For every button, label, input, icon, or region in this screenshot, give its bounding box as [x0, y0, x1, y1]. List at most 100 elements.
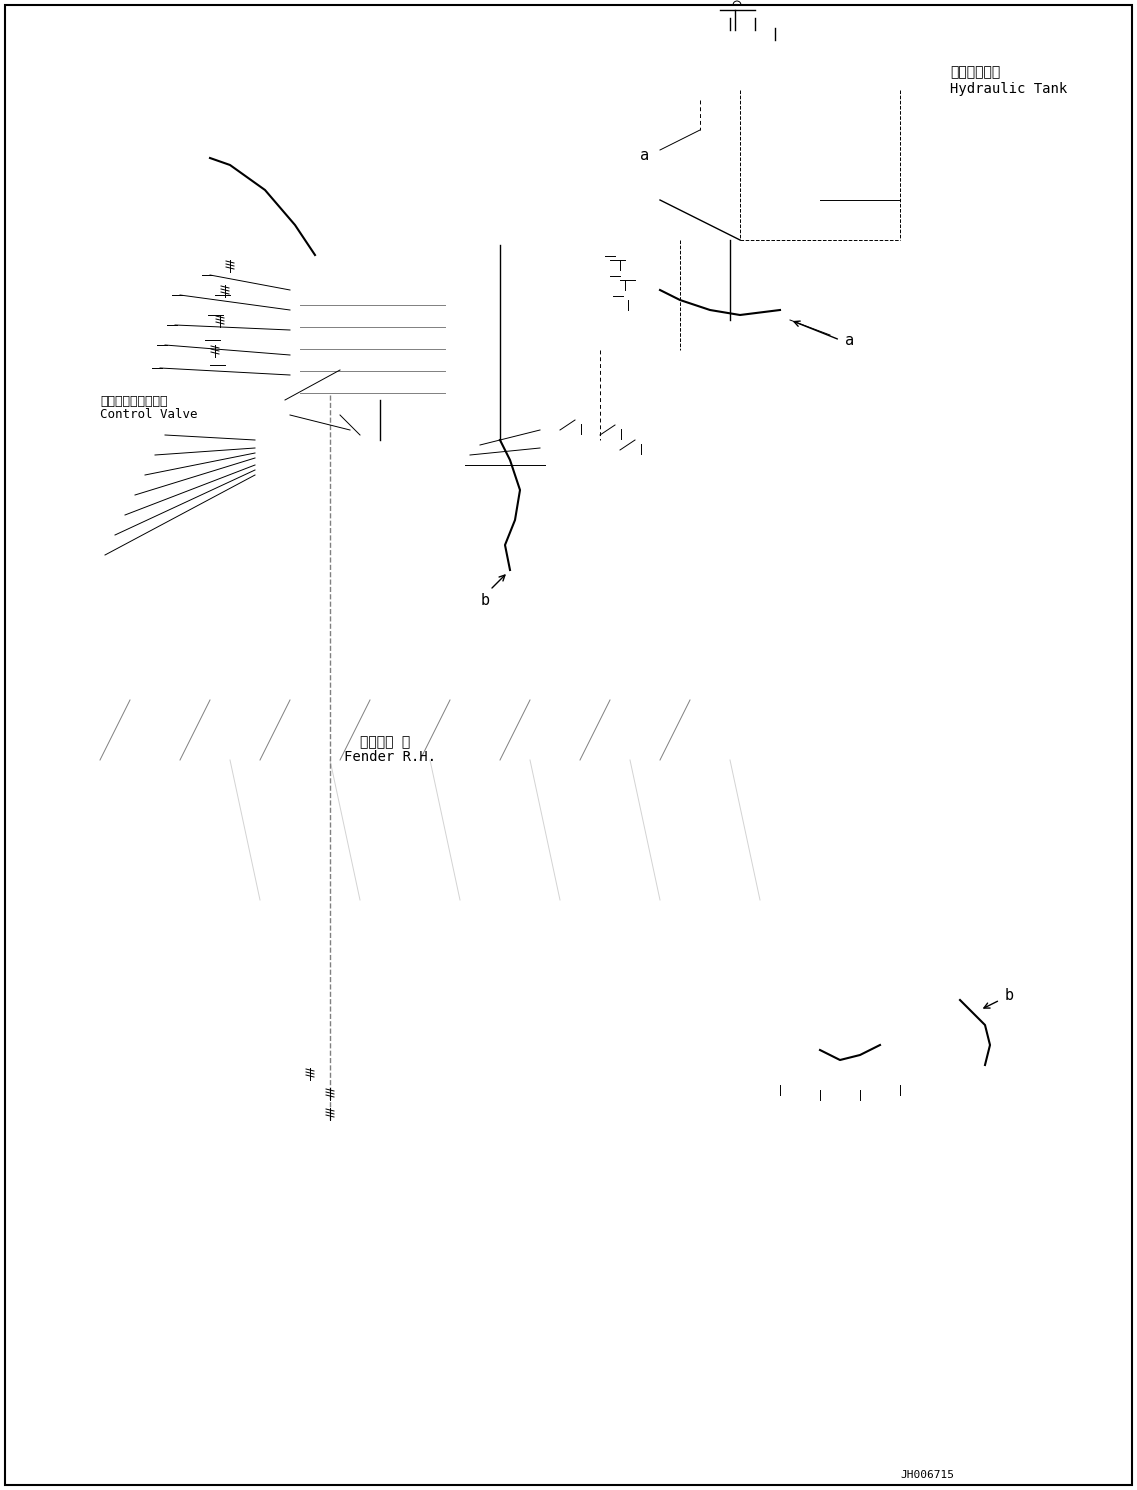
- Bar: [623, 292, 633, 299]
- Circle shape: [346, 282, 354, 289]
- Circle shape: [395, 444, 406, 456]
- Text: フェンダ 右: フェンダ 右: [360, 735, 410, 749]
- Circle shape: [930, 1074, 940, 1085]
- Text: Fender R.H.: Fender R.H.: [343, 749, 437, 764]
- Bar: [615, 422, 626, 429]
- Bar: [770, 28, 780, 31]
- Bar: [121, 492, 130, 498]
- Bar: [150, 432, 160, 438]
- Circle shape: [312, 282, 319, 289]
- Bar: [634, 437, 647, 444]
- Polygon shape: [63, 980, 108, 1000]
- Text: Hydraulic Tank: Hydraulic Tank: [951, 82, 1068, 95]
- Bar: [196, 148, 210, 162]
- Bar: [324, 1080, 337, 1088]
- Circle shape: [304, 444, 316, 456]
- Circle shape: [356, 431, 364, 440]
- Bar: [100, 532, 110, 538]
- Bar: [725, 18, 735, 22]
- Circle shape: [532, 723, 548, 738]
- Circle shape: [274, 444, 287, 456]
- Polygon shape: [60, 900, 210, 1021]
- Circle shape: [121, 511, 128, 519]
- Bar: [893, 1074, 908, 1085]
- Polygon shape: [110, 700, 850, 760]
- Circle shape: [223, 310, 233, 320]
- Bar: [110, 513, 121, 519]
- Circle shape: [424, 444, 435, 456]
- Circle shape: [595, 431, 605, 440]
- Bar: [305, 387, 440, 398]
- Text: a: a: [845, 332, 854, 347]
- Bar: [324, 1100, 337, 1109]
- Circle shape: [412, 717, 428, 733]
- Circle shape: [945, 1085, 955, 1095]
- Circle shape: [385, 282, 395, 289]
- Polygon shape: [110, 700, 210, 900]
- Bar: [305, 299, 440, 310]
- Circle shape: [415, 425, 425, 435]
- Circle shape: [634, 276, 645, 285]
- Polygon shape: [63, 930, 108, 951]
- Circle shape: [287, 326, 293, 332]
- Circle shape: [346, 426, 354, 434]
- Polygon shape: [659, 30, 901, 89]
- Bar: [214, 307, 226, 314]
- Bar: [305, 367, 440, 375]
- Text: a: a: [640, 148, 649, 162]
- Circle shape: [364, 444, 376, 456]
- Polygon shape: [455, 255, 505, 431]
- Circle shape: [642, 727, 658, 744]
- Circle shape: [230, 291, 240, 299]
- Bar: [209, 337, 221, 346]
- Circle shape: [476, 441, 484, 448]
- Circle shape: [731, 16, 742, 28]
- Bar: [305, 344, 440, 355]
- Bar: [615, 252, 625, 259]
- Bar: [305, 322, 440, 332]
- Circle shape: [179, 289, 191, 301]
- Text: b: b: [1005, 988, 1014, 1003]
- Circle shape: [141, 471, 149, 478]
- Bar: [140, 451, 150, 457]
- Bar: [130, 472, 140, 478]
- Circle shape: [204, 149, 216, 161]
- Circle shape: [733, 1, 741, 9]
- Bar: [772, 1074, 788, 1085]
- Circle shape: [334, 444, 346, 456]
- Text: Control Valve: Control Valve: [100, 408, 198, 422]
- Circle shape: [287, 307, 293, 313]
- Circle shape: [672, 742, 688, 758]
- Circle shape: [159, 362, 171, 374]
- Circle shape: [225, 361, 235, 370]
- Circle shape: [777, 305, 787, 314]
- Circle shape: [1005, 1085, 1015, 1095]
- Bar: [750, 18, 760, 22]
- Circle shape: [164, 340, 176, 352]
- Bar: [304, 1059, 316, 1068]
- Circle shape: [101, 551, 109, 559]
- Circle shape: [219, 335, 230, 346]
- Polygon shape: [60, 840, 110, 1021]
- Polygon shape: [820, 30, 901, 200]
- Circle shape: [421, 282, 429, 289]
- Circle shape: [287, 372, 293, 378]
- Bar: [219, 277, 231, 285]
- Bar: [880, 1039, 901, 1047]
- Circle shape: [209, 270, 221, 282]
- Circle shape: [151, 451, 159, 459]
- Circle shape: [365, 425, 375, 435]
- Circle shape: [131, 492, 139, 499]
- Circle shape: [292, 712, 308, 729]
- Polygon shape: [290, 255, 505, 285]
- Circle shape: [976, 1091, 985, 1100]
- Bar: [90, 551, 100, 557]
- Circle shape: [555, 425, 565, 435]
- Text: 作動油タンク: 作動油タンク: [951, 66, 1001, 79]
- Bar: [575, 416, 587, 425]
- Circle shape: [625, 255, 634, 265]
- Circle shape: [161, 431, 169, 440]
- Circle shape: [615, 446, 625, 454]
- Polygon shape: [110, 840, 850, 900]
- Polygon shape: [210, 760, 850, 900]
